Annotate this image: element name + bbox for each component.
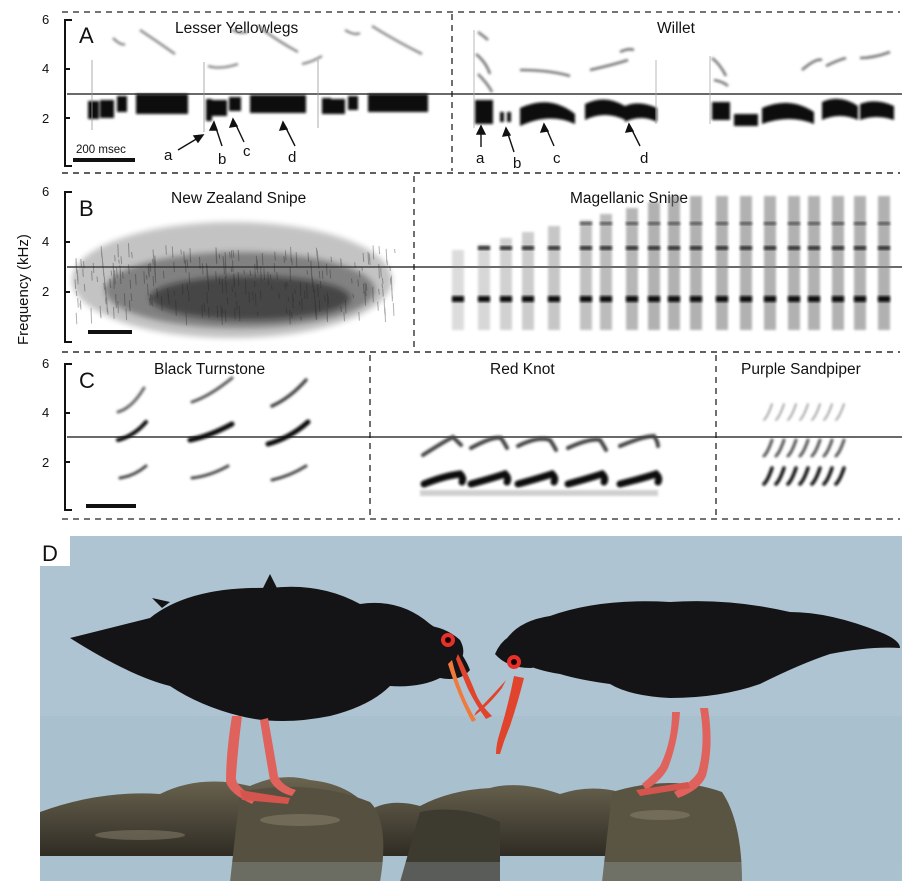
- panel-b-tick-4: 4: [42, 234, 49, 249]
- note-b: b: [513, 155, 521, 172]
- panel-a-scale-bar: [73, 158, 135, 162]
- species-black-turnstone: Black Turnstone: [154, 361, 265, 378]
- panel-b-letter: B: [79, 196, 94, 221]
- oystercatcher-right: [474, 601, 900, 798]
- spectrogram-new-zealand-snipe: [72, 222, 396, 338]
- panel-c-scale-bar: [86, 504, 136, 508]
- panel-a-y-axis: [64, 19, 72, 167]
- panel-a-scale-label: 200 msec: [76, 144, 126, 156]
- note-c: c: [243, 143, 251, 160]
- panel-a-tick-2: 2: [42, 111, 49, 126]
- panel-b: 6 4 2 B New Zealand Snipe Magellanic Sni…: [42, 172, 902, 353]
- note-labels-willet: a b c d: [475, 122, 648, 172]
- spectrogram-magellanic-snipe: [452, 196, 890, 330]
- panel-b-tick-2: 2: [42, 284, 49, 299]
- panel-c-tick-2: 2: [42, 455, 49, 470]
- panel-c-tick-4: 4: [42, 405, 49, 420]
- panel-c-letter: C: [79, 368, 95, 393]
- panel-a-tick-6: 6: [42, 12, 49, 27]
- species-red-knot: Red Knot: [490, 361, 555, 378]
- panel-a: 6 4 2 A Lesser Yellowlegs Willet: [42, 11, 902, 174]
- note-b: b: [218, 151, 226, 168]
- panel-a-tick-4: 4: [42, 61, 49, 76]
- species-lesser-yellowlegs: Lesser Yellowlegs: [175, 20, 298, 37]
- spectrogram-purple-sandpiper: [762, 403, 846, 486]
- panel-d-letter: D: [42, 541, 58, 566]
- note-arrows-right: [475, 122, 641, 153]
- note-d: d: [640, 150, 648, 167]
- panel-b-scale-bar: [88, 330, 132, 334]
- note-c: c: [553, 150, 561, 167]
- panel-a-letter: A: [79, 23, 94, 48]
- oystercatcher-left: [70, 574, 492, 804]
- spectrogram-black-turnstone: [116, 376, 311, 482]
- note-d: d: [288, 149, 296, 166]
- species-willet: Willet: [657, 20, 696, 37]
- panel-c-tick-6: 6: [42, 356, 49, 371]
- species-purple-sandpiper: Purple Sandpiper: [741, 361, 861, 378]
- spectrogram-willet: [473, 30, 894, 128]
- spectrogram-lesser-yellowlegs: [88, 24, 428, 132]
- note-labels-lesser-yellowlegs: a b c d: [164, 117, 296, 168]
- panel-d-photo: D: [40, 536, 902, 881]
- panel-c: 6 4 2 C Black Turnstone Red Knot Purple …: [42, 351, 902, 520]
- note-a: a: [164, 147, 173, 164]
- note-arrows-left: [177, 117, 296, 151]
- spectrogram-red-knot: [420, 433, 663, 496]
- panel-c-y-axis: [64, 363, 72, 511]
- note-a: a: [476, 150, 485, 167]
- species-new-zealand-snipe: New Zealand Snipe: [171, 190, 306, 207]
- panel-b-y-axis: [64, 191, 72, 343]
- panel-b-tick-6: 6: [42, 184, 49, 199]
- y-axis-label: Frequency (kHz): [15, 234, 32, 345]
- rocks: [40, 777, 902, 881]
